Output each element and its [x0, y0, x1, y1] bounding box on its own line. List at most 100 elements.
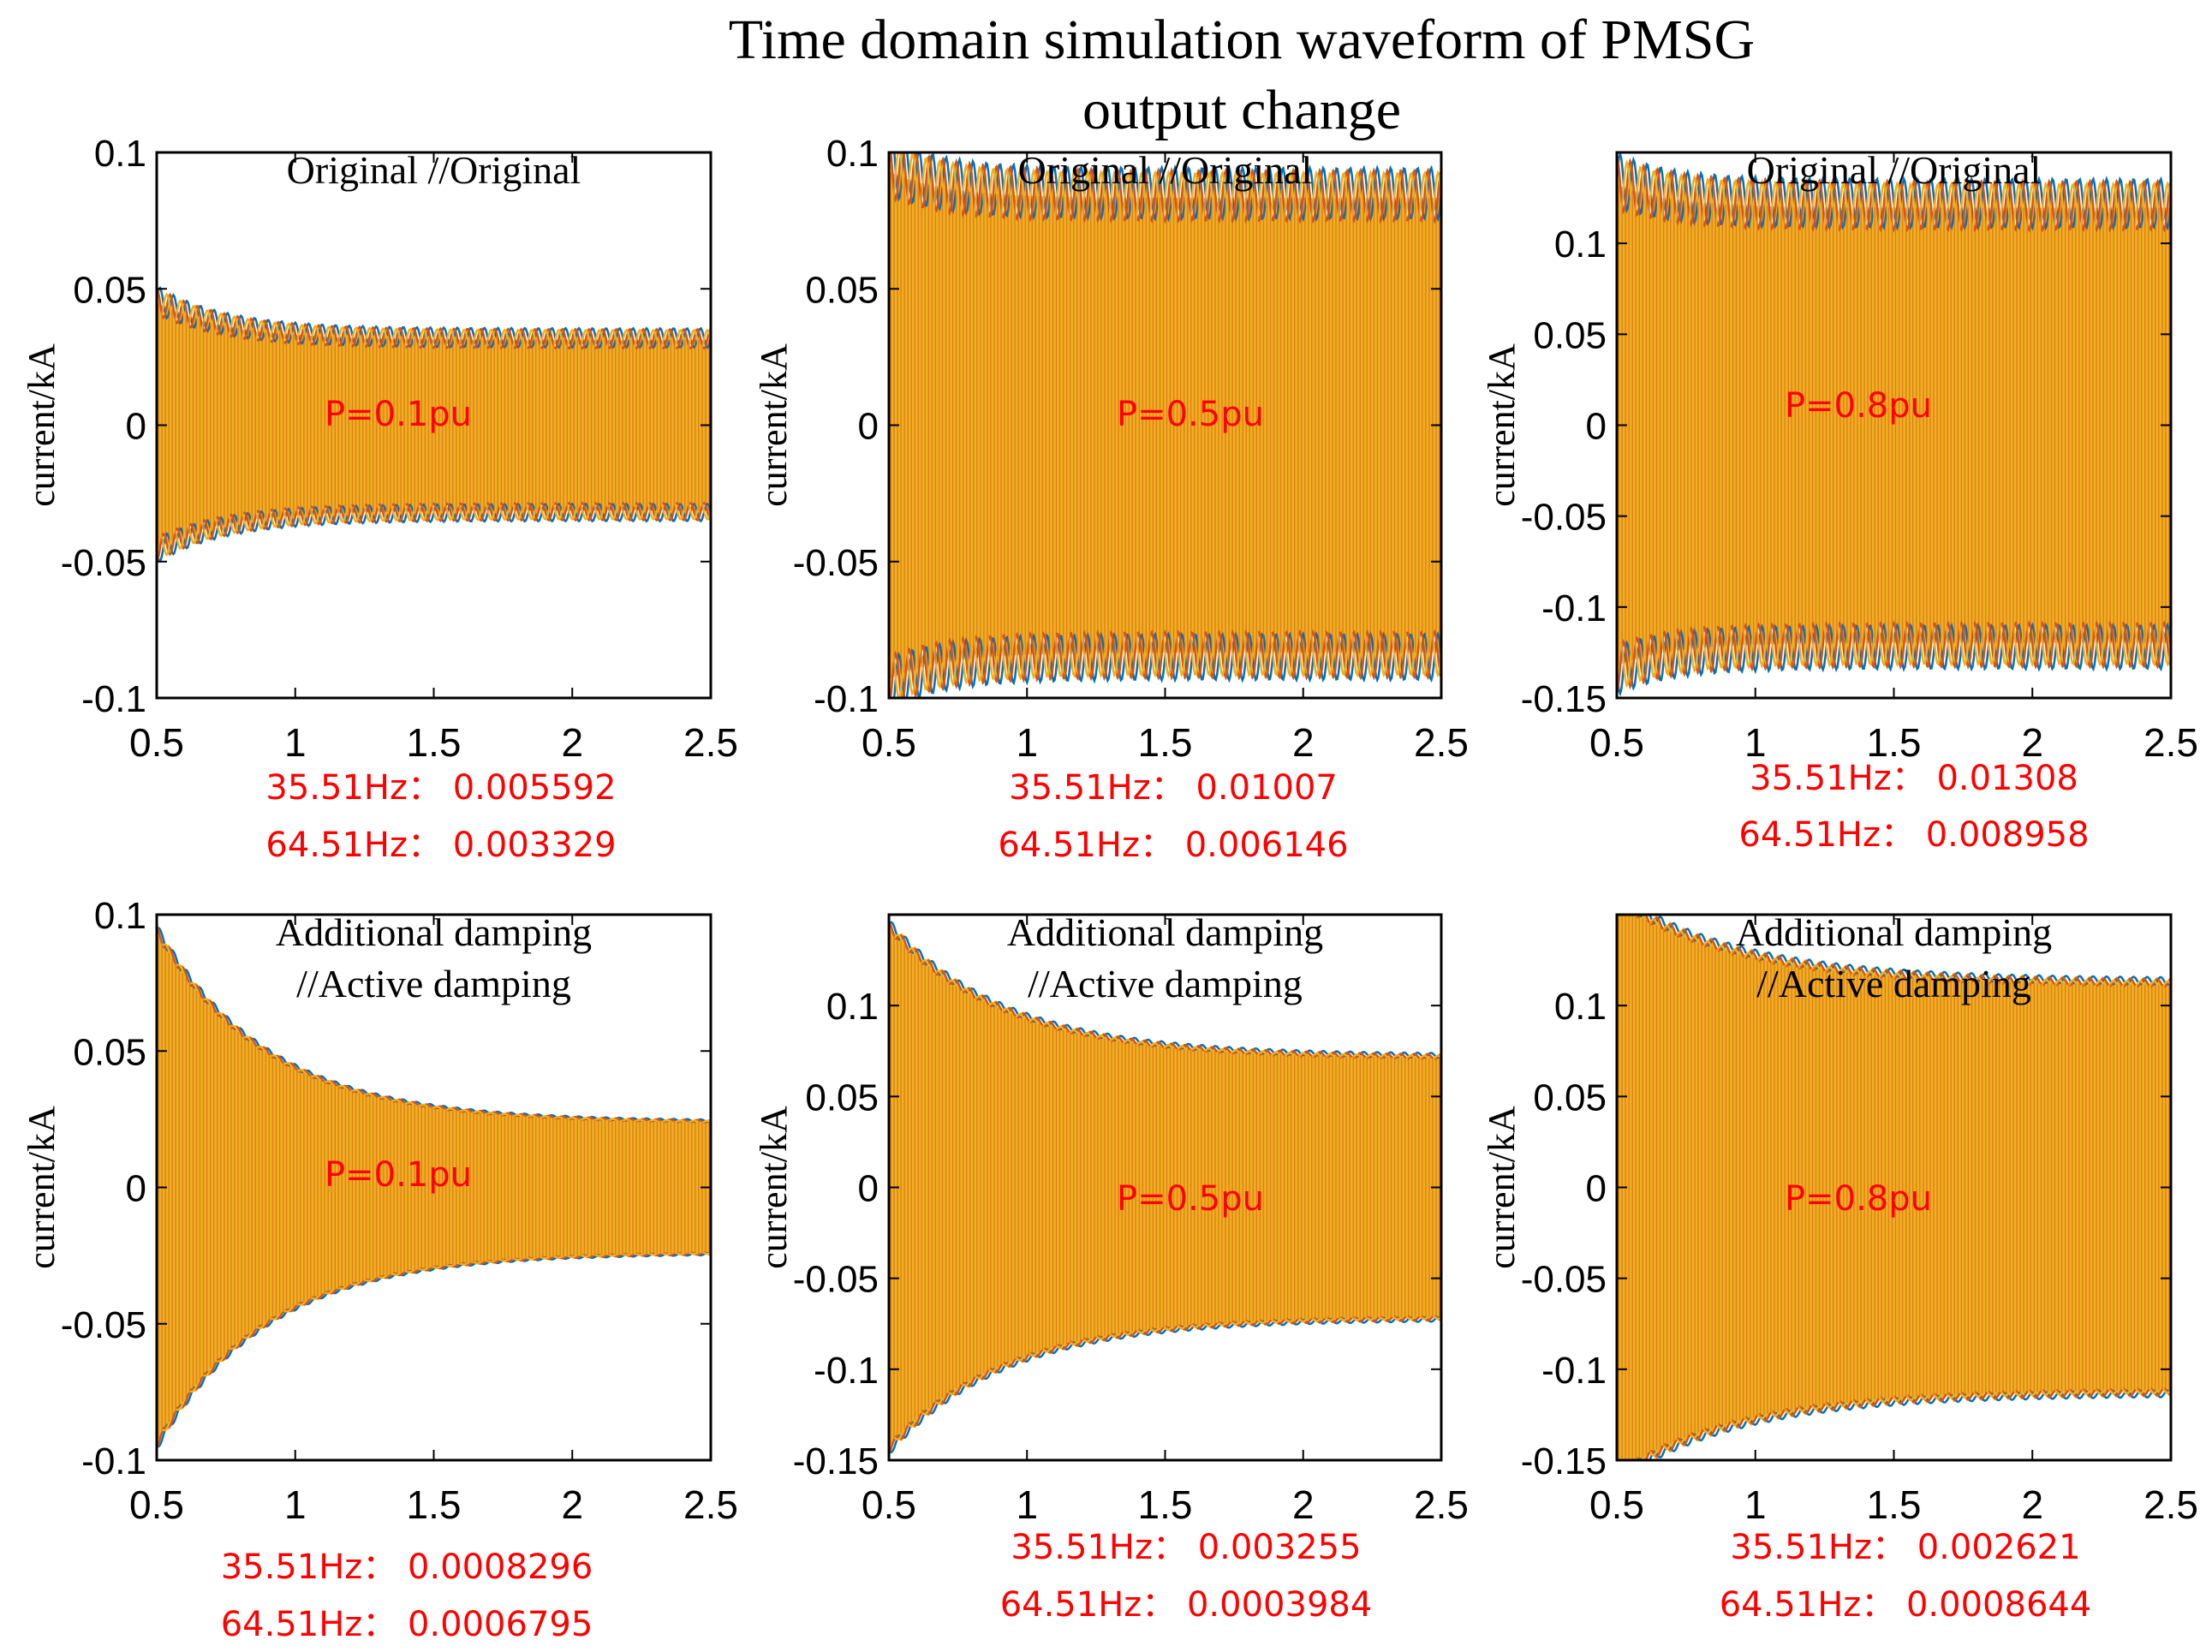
panel-top-right: 0.5 1 1.5 2 2.5 0.1 0.05 0 -0.05 -0.1 -0.15 current…: [1481, 148, 2198, 855]
x-tick-label: 2: [2021, 1482, 2043, 1527]
panel-bottom-middle: 0.5 1 1.5 2 2.5 0.1 0.05 0 -0.05 -0.1 -0.15 current…: [753, 910, 1469, 1625]
freq-annotation-2: 64.51Hz： 0.006146: [998, 826, 1348, 865]
x-tick-label: 2.5: [2143, 720, 2198, 765]
panel-top-middle: 0.5 1 1.5 2 2.5 0.1 0.05 0 -0.05 -0.1 current/kA Or…: [753, 133, 1469, 865]
y-tick-label: 0.05: [1533, 1076, 1607, 1118]
x-tick-label: 2.5: [683, 1482, 738, 1527]
y-tick-label: 0.1: [94, 895, 146, 937]
y-tick-label: 0.05: [805, 1076, 879, 1118]
y-tick-label: -0.05: [61, 1304, 146, 1346]
plot-area: [889, 919, 1441, 1456]
panel-title: Additional damping: [1736, 910, 2052, 954]
y-tick-label: -0.05: [1521, 1259, 1607, 1301]
y-tick-label: 0.1: [94, 133, 146, 175]
plot-area: [157, 923, 711, 1451]
x-tick-label: 1: [1744, 720, 1767, 765]
y-tick-label: 0.05: [73, 269, 146, 311]
x-tick-label: 1: [284, 720, 307, 765]
freq-annotation-1: 35.51Hz： 0.003255: [1011, 1528, 1361, 1567]
y-tick-label: -0.05: [61, 542, 146, 584]
x-tick-label: 2.5: [1414, 720, 1469, 765]
x-tick-label: 0.5: [862, 1482, 916, 1527]
waveform-fill: [157, 923, 711, 1451]
x-tick-label: 1: [284, 1482, 307, 1527]
y-axis-label: current/kA: [1481, 1106, 1523, 1269]
y-tick-label: -0.1: [81, 678, 146, 720]
power-label: P=0.8pu: [1785, 1179, 1932, 1219]
y-axis-label: current/kA: [21, 343, 63, 507]
x-tick-label: 0.5: [129, 1482, 184, 1527]
plot-area: [157, 285, 711, 564]
y-tick-label: -0.1: [1541, 587, 1607, 629]
y-tick-label: 0: [1586, 1168, 1607, 1210]
freq-annotation-2: 64.51Hz： 0.003329: [265, 826, 616, 865]
x-tick-label: 2: [561, 720, 583, 765]
x-tick-label: 1.5: [407, 1482, 462, 1527]
panel-title: Original //Original: [287, 148, 581, 192]
y-tick-label: -0.05: [793, 1259, 879, 1301]
x-tick-label: 1.5: [407, 720, 462, 765]
series-phase-a-upper: [1637, 915, 2171, 987]
y-tick-label: 0.1: [826, 986, 879, 1028]
freq-annotation-1: 35.51Hz： 0.01007: [1009, 768, 1338, 808]
power-label: P=0.5pu: [1117, 1179, 1264, 1219]
y-tick-label: 0.05: [73, 1031, 146, 1073]
series-phase-c-upper: [889, 928, 1441, 1062]
x-tick-label: 0.5: [1589, 1482, 1644, 1527]
x-tick-label: 2: [2021, 720, 2043, 765]
y-tick-label: -0.1: [1541, 1350, 1607, 1392]
panel-top-left: 0.5 1 1.5 2 2.5 0.1 0.05 0 -0.05 -0.1 current/kA Or…: [21, 133, 738, 865]
y-tick-label: 0.05: [805, 269, 879, 311]
waveform-fill: [157, 285, 711, 564]
y-tick-label: -0.1: [814, 1350, 879, 1392]
plot-area: [1617, 152, 2171, 697]
figure-title-line1: Time domain simulation waveform of PMSG: [729, 9, 1755, 71]
series-phase-c-lower: [889, 627, 1441, 698]
waveform-fill: [1617, 152, 2171, 695]
x-tick-label: 1: [1744, 1482, 1767, 1527]
x-tick-label: 0.5: [1589, 720, 1644, 765]
x-tick-label: 2.5: [683, 720, 738, 765]
panel-title-line2: //Active damping: [296, 962, 571, 1005]
freq-annotation-2: 64.51Hz： 0.0006795: [221, 1605, 593, 1644]
panel-title-line2: //Active damping: [1756, 962, 2031, 1005]
y-tick-label: 0: [126, 406, 146, 448]
power-label: P=0.1pu: [325, 395, 472, 434]
x-tick-label: 0.5: [129, 720, 184, 765]
x-tick-label: 1.5: [1867, 1482, 1922, 1527]
x-tick-label: 2: [1292, 1482, 1315, 1527]
panels-group: 0.5 1 1.5 2 2.5 0.1 0.05 0 -0.05 -0.1 current/kA Or…: [21, 133, 2198, 1644]
x-tick-label: 1.5: [1867, 720, 1922, 765]
y-tick-label: -0.05: [793, 542, 879, 584]
freq-annotation-1: 35.51Hz： 0.01308: [1750, 759, 2078, 798]
x-tick-label: 0.5: [862, 720, 916, 765]
y-tick-label: -0.15: [1521, 678, 1607, 720]
x-tick-label: 2.5: [2143, 1482, 2198, 1527]
x-tick-label: 2: [1292, 720, 1315, 765]
y-tick-label: 0.1: [1554, 224, 1607, 265]
y-tick-label: -0.15: [1521, 1440, 1607, 1482]
series-phase-c-upper: [889, 152, 1441, 227]
panel-bottom-right: 0.5 1 1.5 2 2.5 0.1 0.05 0 -0.05 -0.1 -0.15 current…: [1481, 910, 2198, 1625]
y-tick-label: 0.05: [1533, 314, 1607, 356]
freq-annotation-1: 35.51Hz： 0.002621: [1730, 1528, 2080, 1567]
figure-title-line2: output change: [1082, 79, 1401, 141]
plot-area: [1617, 915, 2171, 1460]
freq-annotation-2: 64.51Hz： 0.0008644: [1720, 1585, 2092, 1625]
power-label: P=0.8pu: [1785, 386, 1932, 426]
y-tick-label: -0.15: [793, 1440, 879, 1482]
x-tick-label: 1: [1016, 1482, 1038, 1527]
y-tick-label: -0.05: [1521, 497, 1607, 539]
panel-title: Original //Original: [1018, 148, 1313, 192]
panel-title-line2: //Active damping: [1028, 962, 1303, 1005]
y-tick-label: 0: [858, 406, 879, 448]
y-tick-label: 0: [1586, 406, 1607, 448]
waveform-fill: [1617, 915, 2171, 1460]
y-tick-label: -0.1: [81, 1440, 146, 1482]
power-label: P=0.5pu: [1117, 395, 1264, 434]
x-tick-label: 2: [561, 1482, 583, 1527]
x-tick-label: 1: [1016, 720, 1038, 765]
x-tick-label: 1.5: [1138, 1482, 1193, 1527]
y-axis-label: current/kA: [1481, 343, 1523, 507]
